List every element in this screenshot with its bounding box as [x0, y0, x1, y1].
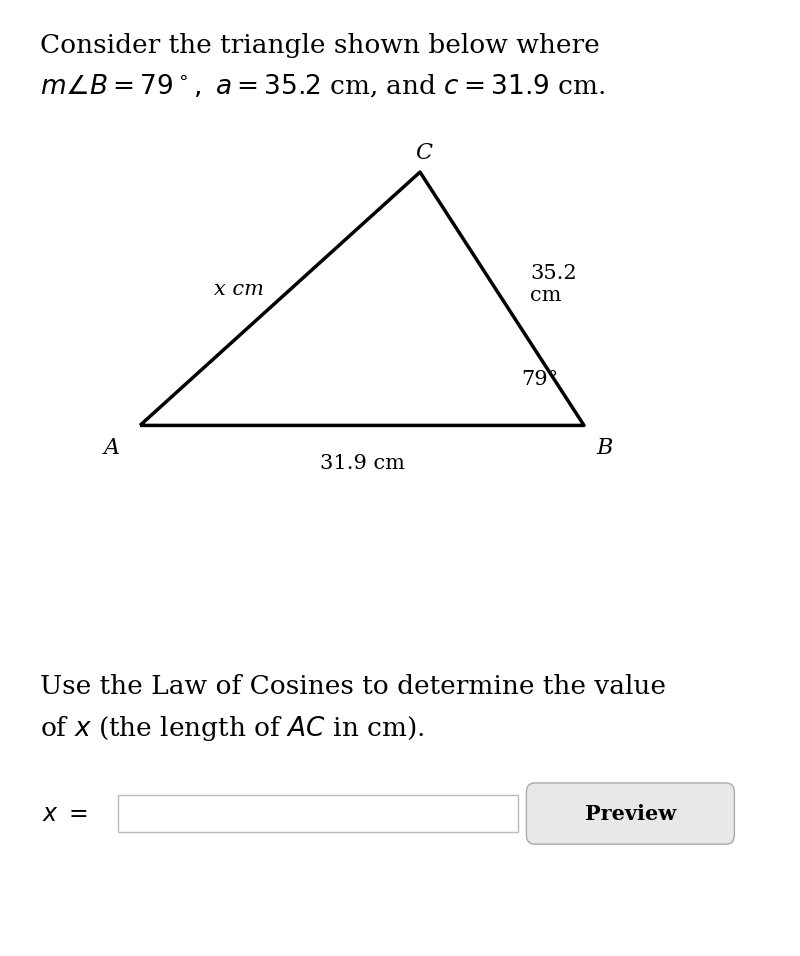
Text: A: A: [104, 437, 120, 459]
Text: Preview: Preview: [585, 804, 676, 823]
Text: B: B: [596, 437, 612, 459]
Text: 31.9 cm: 31.9 cm: [319, 454, 405, 473]
Text: x cm: x cm: [214, 280, 264, 298]
Text: of $x$ (the length of $AC$ in cm).: of $x$ (the length of $AC$ in cm).: [40, 714, 424, 743]
Text: C: C: [415, 142, 433, 164]
Text: $x\ =$: $x\ =$: [42, 803, 88, 826]
Text: 35.2
cm: 35.2 cm: [530, 264, 577, 305]
FancyBboxPatch shape: [526, 783, 734, 844]
Text: Use the Law of Cosines to determine the value: Use the Law of Cosines to determine the …: [40, 674, 666, 699]
FancyBboxPatch shape: [118, 795, 518, 832]
Text: $m\angle B = 79^\circ,\ a = 35.2$ cm, and $c = 31.9$ cm.: $m\angle B = 79^\circ,\ a = 35.2$ cm, an…: [40, 72, 606, 98]
Text: 79°: 79°: [522, 370, 558, 389]
Text: Consider the triangle shown below where: Consider the triangle shown below where: [40, 33, 600, 58]
